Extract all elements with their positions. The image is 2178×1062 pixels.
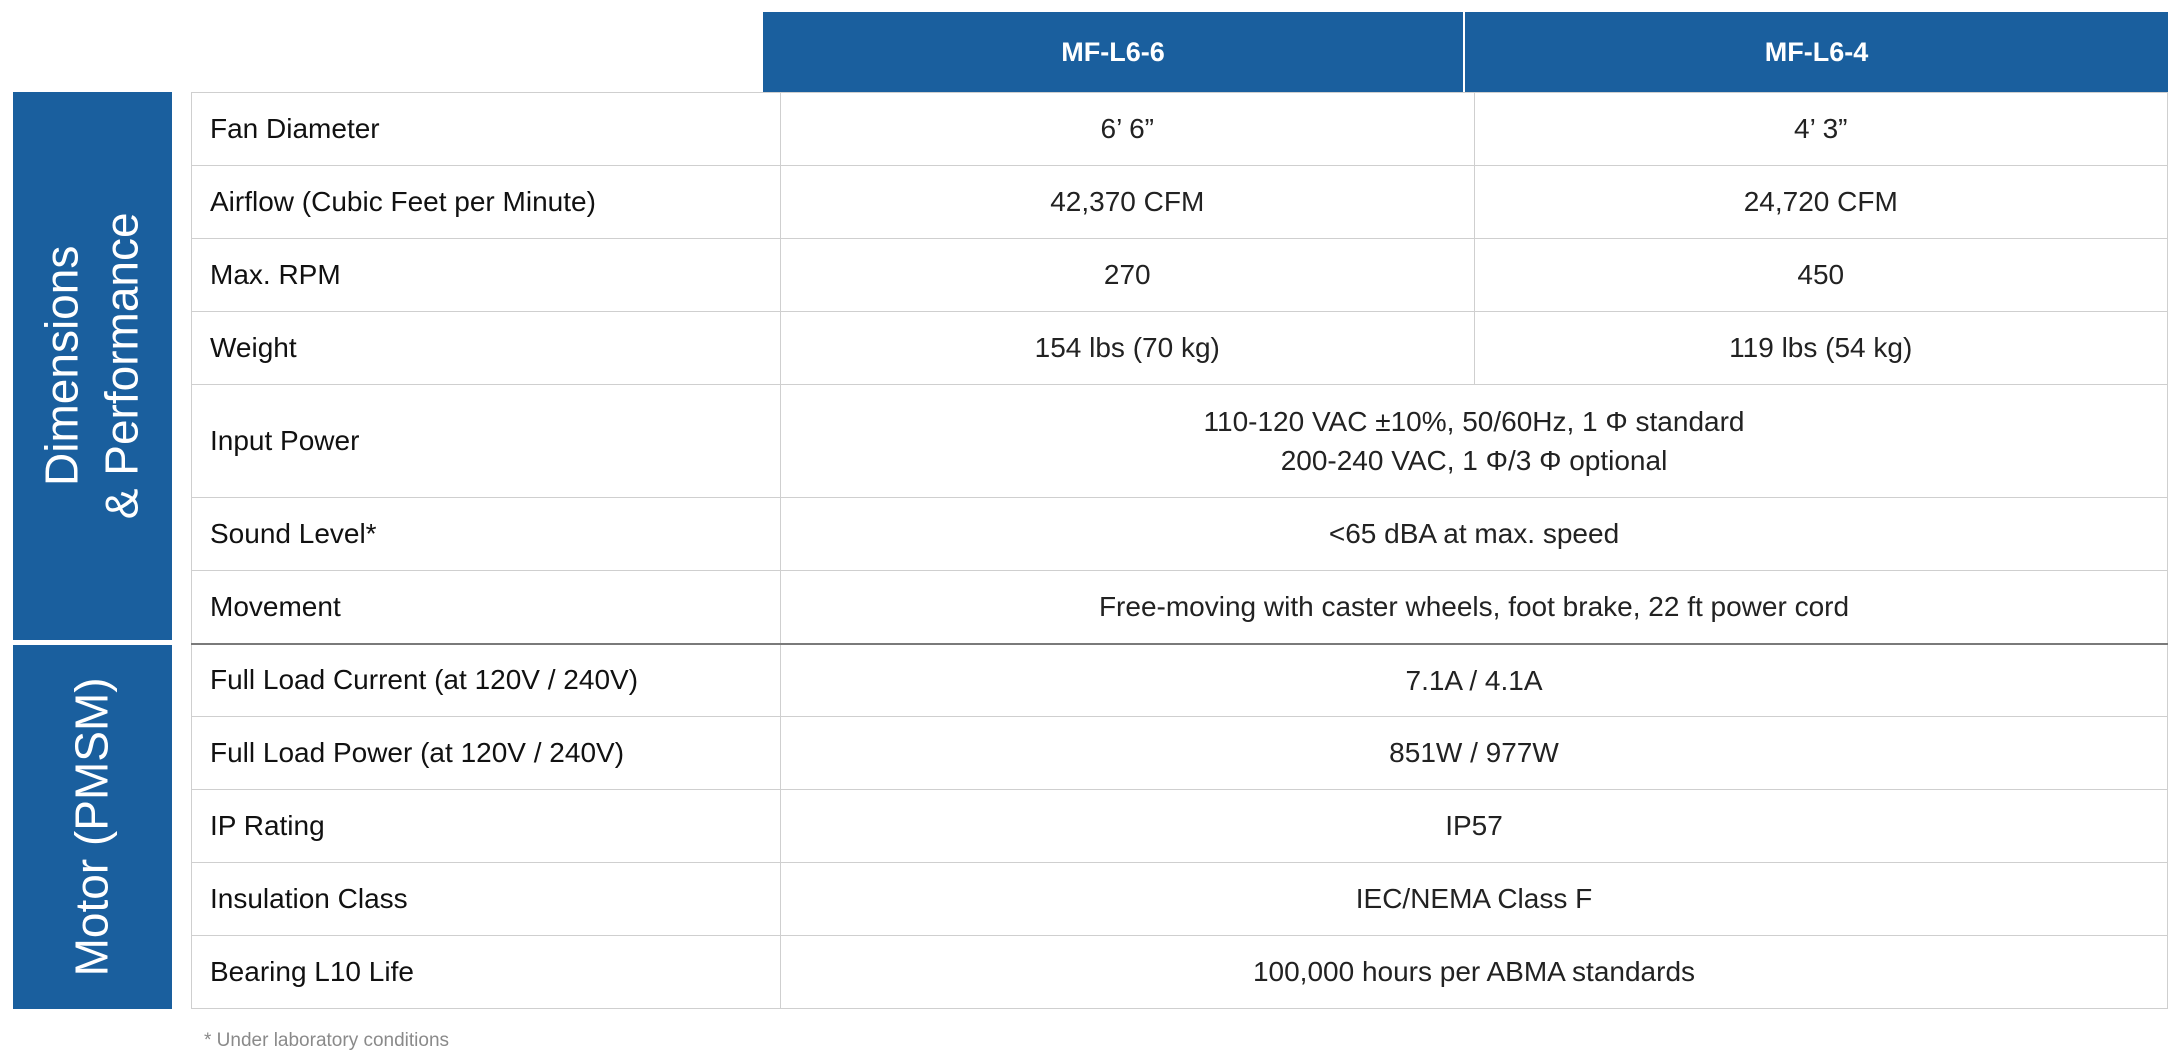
row-label: Airflow (Cubic Feet per Minute) — [191, 165, 781, 239]
cell-value: 450 — [1473, 238, 2168, 312]
cell-value: 42,370 CFM — [780, 165, 1475, 239]
column-header-mf-l6-4: MF-L6-4 — [1465, 12, 2168, 92]
footnote: * Under laboratory conditions — [204, 1030, 450, 1051]
cell-value-merged: <65 dBA at max. speed — [780, 497, 2168, 571]
row-label: Full Load Current (at 120V / 240V) — [191, 642, 781, 717]
cell-value: 6’ 6” — [780, 92, 1475, 166]
table-row: Movement Free-moving with caster wheels,… — [191, 570, 2168, 644]
table-row: Input Power 110-120 VAC ±10%, 50/60Hz, 1… — [191, 384, 2168, 498]
cell-value: 270 — [780, 238, 1475, 312]
table-row: IP Rating IP57 — [191, 789, 2168, 863]
group-label-dimensions-performance: Dimensions & Performance — [33, 213, 153, 520]
table-row: Max. RPM 270 450 — [191, 238, 2168, 312]
table-row: Airflow (Cubic Feet per Minute) 42,370 C… — [191, 165, 2168, 239]
cell-value: 119 lbs (54 kg) — [1473, 311, 2168, 385]
group-label-motor: Motor (PMSM) — [65, 677, 118, 977]
cell-value-line: 110-120 VAC ±10%, 50/60Hz, 1 Φ standard — [1203, 405, 1745, 437]
cell-value-line: 200-240 VAC, 1 Φ/3 Φ optional — [1280, 445, 1668, 476]
table-row: Bearing L10 Life 100,000 hours per ABMA … — [191, 935, 2168, 1009]
spec-table: Fan Diameter 6’ 6” 4’ 3” Airflow (Cubic … — [191, 92, 2168, 1009]
cell-value: 24,720 CFM — [1473, 165, 2168, 239]
cell-value: 4’ 3” — [1473, 92, 2168, 166]
row-label: Full Load Power (at 120V / 240V) — [191, 716, 781, 790]
row-label: Insulation Class — [191, 862, 781, 936]
table-row: Fan Diameter 6’ 6” 4’ 3” — [191, 92, 2168, 166]
row-label: Max. RPM — [191, 238, 781, 312]
cell-value: 154 lbs (70 kg) — [780, 311, 1475, 385]
row-label: Fan Diameter — [191, 92, 781, 166]
row-label: Movement — [191, 570, 781, 644]
row-label: IP Rating — [191, 789, 781, 863]
table-row: Full Load Current (at 120V / 240V) 7.1A … — [191, 642, 2168, 717]
table-row: Sound Level* <65 dBA at max. speed — [191, 497, 2168, 571]
column-header-mf-l6-6: MF-L6-6 — [763, 12, 1465, 92]
table-row: Full Load Power (at 120V / 240V) 851W / … — [191, 716, 2168, 790]
table-row: Insulation Class IEC/NEMA Class F — [191, 862, 2168, 936]
table-row: Weight 154 lbs (70 kg) 119 lbs (54 kg) — [191, 311, 2168, 385]
cell-value-merged: IP57 — [780, 789, 2168, 863]
cell-value-merged: Free-moving with caster wheels, foot bra… — [780, 570, 2168, 644]
cell-value-merged: 851W / 977W — [780, 716, 2168, 790]
cell-value-merged: 110-120 VAC ±10%, 50/60Hz, 1 Φ standard … — [780, 384, 2168, 498]
group-label-line: Dimensions — [35, 245, 88, 487]
row-label: Weight — [191, 311, 781, 385]
row-label: Bearing L10 Life — [191, 935, 781, 1009]
cell-value-merged: 7.1A / 4.1A — [780, 642, 2168, 717]
cell-value-merged: IEC/NEMA Class F — [780, 862, 2168, 936]
group-band-dimensions-performance: Dimensions & Performance — [13, 92, 172, 640]
row-label: Sound Level* — [191, 497, 781, 571]
group-band-motor: Motor (PMSM) — [13, 645, 172, 1009]
cell-value-merged: 100,000 hours per ABMA standards — [780, 935, 2168, 1009]
row-label: Input Power — [191, 384, 781, 498]
group-label-line: & Performance — [95, 212, 148, 520]
